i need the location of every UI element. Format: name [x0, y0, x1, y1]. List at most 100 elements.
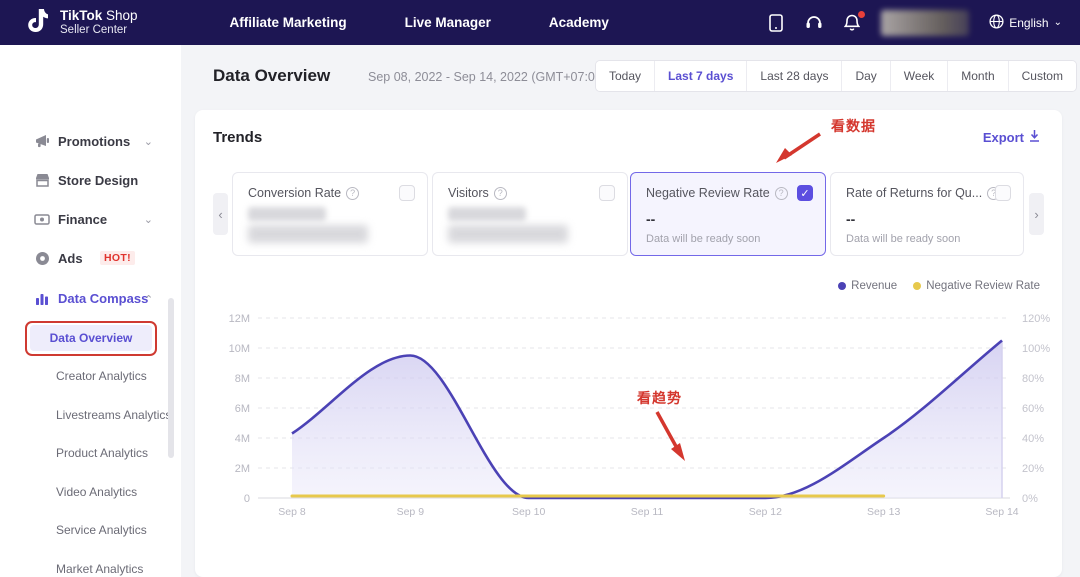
export-button[interactable]: Export	[983, 130, 1040, 145]
redacted-value	[448, 225, 568, 243]
metric-checkbox[interactable]	[995, 185, 1011, 201]
legend-dot	[838, 282, 847, 290]
sidebar-item-finance[interactable]: Finance ⌄	[0, 200, 181, 238]
ads-circle-icon	[34, 250, 50, 266]
support-headset-icon[interactable]	[805, 14, 823, 32]
sidebar-item-data-compass[interactable]: Data Compass ⌄	[0, 279, 181, 317]
nav-affiliate-marketing[interactable]: Affiliate Marketing	[229, 15, 347, 30]
user-name-redacted[interactable]	[881, 9, 970, 36]
trends-panel: Trends Export 看数据 ‹ › Conversion Rate? V…	[195, 110, 1062, 577]
top-navbar: TikTok Shop Seller Center Affiliate Mark…	[0, 0, 1080, 45]
svg-text:20%: 20%	[1022, 463, 1044, 475]
range-custom-button[interactable]: Custom	[1008, 61, 1076, 91]
svg-text:Sep 8: Sep 8	[278, 506, 306, 518]
svg-text:Sep 10: Sep 10	[512, 506, 545, 518]
metric-card-negative-review-rate[interactable]: Negative Review Rate? ✓ -- Data will be …	[630, 172, 826, 256]
svg-text:8M: 8M	[235, 373, 250, 385]
sidebar-item-video-analytics[interactable]: Video Analytics	[56, 485, 138, 499]
svg-text:6M: 6M	[235, 403, 250, 415]
svg-text:Sep 14: Sep 14	[985, 506, 1018, 518]
range-last7days-button[interactable]: Last 7 days	[655, 61, 748, 91]
sidebar-item-creator-analytics[interactable]: Creator Analytics	[56, 369, 147, 383]
sidebar-item-store-design[interactable]: Store Design	[0, 161, 181, 199]
metric-card-conversion-rate[interactable]: Conversion Rate?	[232, 172, 428, 256]
metric-card-rate-of-returns[interactable]: Rate of Returns for Qu...? -- Data will …	[830, 172, 1024, 256]
svg-text:Sep 12: Sep 12	[749, 506, 782, 518]
download-icon	[1029, 130, 1040, 145]
mobile-app-icon[interactable]	[767, 13, 785, 32]
sidebar-item-data-overview[interactable]: Data Overview	[30, 325, 152, 351]
svg-text:100%: 100%	[1022, 343, 1050, 355]
legend-negative-review-rate[interactable]: Negative Review Rate	[913, 280, 1040, 292]
chevron-down-icon: ⌄	[143, 135, 153, 148]
chart-legend: Revenue Negative Review Rate	[838, 280, 1040, 292]
metric-checkbox[interactable]	[599, 185, 615, 201]
bar-chart-icon	[34, 290, 50, 306]
redacted-value	[248, 207, 326, 221]
metric-checkbox-checked[interactable]: ✓	[797, 185, 813, 201]
sidebar-item-livestreams-analytics[interactable]: Livestreams Analytics	[56, 408, 172, 422]
svg-text:4M: 4M	[235, 433, 250, 445]
info-icon[interactable]: ?	[493, 186, 507, 200]
page-title: Data Overview	[213, 66, 331, 85]
svg-text:0%: 0%	[1022, 493, 1038, 505]
svg-text:10M: 10M	[229, 343, 250, 355]
svg-text:60%: 60%	[1022, 403, 1044, 415]
legend-revenue[interactable]: Revenue	[838, 280, 897, 292]
sidebar-item-promotions[interactable]: Promotions ⌄	[0, 122, 181, 160]
carousel-right-button[interactable]: ›	[1029, 193, 1044, 235]
metric-card-visitors[interactable]: Visitors?	[432, 172, 628, 256]
metric-title: Rate of Returns for Qu...	[846, 186, 983, 200]
metric-note: Data will be ready soon	[846, 233, 961, 245]
notification-badge	[858, 10, 866, 18]
range-day-button[interactable]: Day	[842, 61, 891, 91]
svg-text:Sep 11: Sep 11	[631, 506, 664, 518]
trends-line-chart[interactable]: 12M 120% 10M 100% 8M 80% 6M 60% 4M 40% 2M 20% 0 0% Sep…	[195, 300, 1062, 540]
brand-title: TikTok Shop	[60, 7, 138, 23]
range-last28days-button[interactable]: Last 28 days	[747, 61, 843, 91]
info-icon[interactable]: ?	[774, 186, 788, 200]
metric-checkbox[interactable]	[399, 185, 415, 201]
chevron-down-icon: ⌄	[1053, 17, 1062, 28]
sidebar-item-ads[interactable]: Ads HOT!	[0, 239, 181, 277]
sidebar-item-market-analytics[interactable]: Market Analytics	[56, 562, 144, 576]
red-arrow-icon	[776, 132, 821, 163]
storefront-icon	[34, 172, 50, 188]
carousel-left-button[interactable]: ‹	[213, 193, 228, 235]
metric-title: Conversion Rate	[248, 186, 342, 200]
sidebar-item-product-analytics[interactable]: Product Analytics	[56, 446, 149, 460]
nav-links: Affiliate Marketing Live Manager Academy	[230, 15, 609, 30]
sidebar-scrollbar[interactable]	[168, 298, 174, 458]
redacted-value	[248, 225, 368, 243]
globe-icon	[989, 13, 1004, 32]
svg-text:2M: 2M	[235, 463, 250, 475]
range-week-button[interactable]: Week	[890, 61, 949, 91]
tiktok-shop-logo[interactable]: TikTok Shop Seller Center	[28, 7, 138, 38]
svg-text:12M: 12M	[229, 313, 250, 325]
nav-live-manager[interactable]: Live Manager	[404, 15, 491, 30]
notifications-bell-icon[interactable]	[843, 10, 866, 32]
nav-academy[interactable]: Academy	[548, 15, 609, 30]
language-label: English	[1009, 15, 1049, 30]
annotation-see-data: 看数据	[831, 118, 876, 134]
range-today-button[interactable]: Today	[596, 61, 656, 91]
redacted-value	[448, 207, 526, 221]
metric-note: Data will be ready soon	[646, 233, 761, 245]
date-range-buttons: Today Last 7 days Last 28 days Day Week …	[596, 61, 1076, 91]
svg-text:80%: 80%	[1022, 373, 1044, 385]
chevron-up-icon: ⌄	[143, 291, 153, 304]
chevron-down-icon: ⌄	[143, 213, 153, 226]
svg-text:120%: 120%	[1022, 313, 1050, 325]
legend-dot	[913, 282, 922, 290]
metric-value: --	[846, 211, 856, 227]
range-month-button[interactable]: Month	[948, 61, 1009, 91]
info-icon[interactable]: ?	[346, 186, 360, 200]
date-range-label: Sep 08, 2022 - Sep 14, 2022 (GMT+07:00)	[368, 70, 607, 84]
trends-title: Trends	[213, 129, 263, 146]
svg-text:Sep 9: Sep 9	[397, 506, 425, 518]
hot-badge: HOT!	[100, 251, 135, 265]
metric-title: Visitors	[448, 186, 489, 200]
sidebar: Promotions ⌄ Store Design Finance ⌄ Ads …	[0, 45, 181, 577]
language-selector[interactable]: English ⌄	[989, 13, 1062, 32]
sidebar-item-service-analytics[interactable]: Service Analytics	[56, 523, 147, 537]
